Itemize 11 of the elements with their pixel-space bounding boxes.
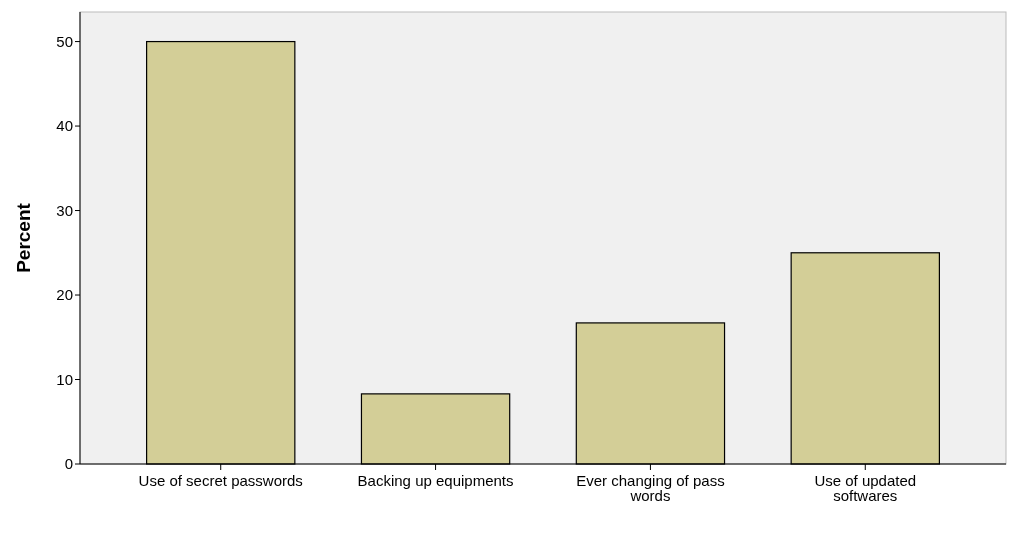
y-tick-label: 30	[56, 201, 73, 219]
y-tick-label: 10	[56, 370, 73, 388]
x-tick-label: Use of updated softwares	[814, 472, 917, 504]
x-tick-label: Ever changing of pass words	[576, 472, 725, 504]
y-tick-label: 20	[56, 286, 73, 304]
y-tick-label: 40	[56, 117, 73, 135]
y-tick-label: 0	[64, 455, 73, 473]
x-tick-label: Use of secret passwords	[138, 472, 303, 489]
y-axis-title: Percent	[13, 202, 34, 273]
y-tick-label: 50	[56, 32, 73, 50]
x-tick-label: Backing up equipments	[357, 472, 514, 489]
